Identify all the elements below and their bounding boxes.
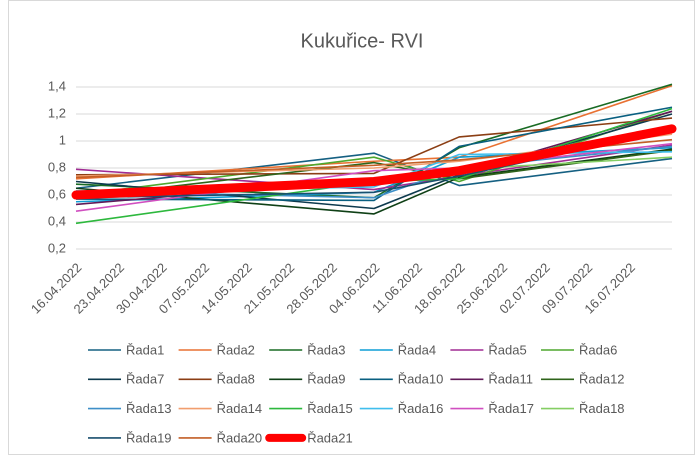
legend-label: Řada11 bbox=[488, 372, 533, 387]
y-tick-label: 0,8 bbox=[48, 159, 66, 174]
y-tick-label: 0,4 bbox=[48, 213, 66, 228]
legend-label: Řada5 bbox=[488, 342, 526, 357]
legend-label: Řada12 bbox=[579, 372, 625, 387]
legend-label: Řada8 bbox=[217, 372, 255, 387]
legend-label: Řada13 bbox=[126, 401, 172, 416]
legend-label: Řada6 bbox=[579, 342, 617, 357]
y-tick-label: 0,6 bbox=[48, 186, 66, 201]
series-line bbox=[71, 124, 677, 200]
legend-label: Řada19 bbox=[126, 430, 172, 445]
legend-label: Řada4 bbox=[398, 342, 436, 357]
legend-label: Řada10 bbox=[398, 372, 444, 387]
series-line bbox=[75, 84, 673, 180]
legend-label: Řada1 bbox=[126, 342, 164, 357]
legend-label: Řada14 bbox=[217, 401, 263, 416]
legend-label: Řada21 bbox=[307, 430, 353, 445]
y-tick-label: 1,4 bbox=[48, 78, 66, 93]
legend-label: Řada2 bbox=[217, 342, 255, 357]
chart-frame bbox=[8, 0, 695, 455]
y-tick-label: 1,2 bbox=[48, 105, 66, 120]
legend-label: Řada9 bbox=[307, 372, 345, 387]
legend-label: Řada18 bbox=[579, 401, 625, 416]
legend-label: Řada20 bbox=[217, 430, 263, 445]
legend-label: Řada7 bbox=[126, 372, 164, 387]
legend-label: Řada15 bbox=[307, 401, 353, 416]
y-tick-label: 1 bbox=[59, 132, 66, 147]
y-tick-label: 0,2 bbox=[48, 240, 66, 255]
chart-title: Kukuřice- RVI bbox=[300, 30, 423, 52]
legend-label: Řada16 bbox=[398, 401, 444, 416]
legend-label: Řada17 bbox=[488, 401, 534, 416]
legend-label: Řada3 bbox=[307, 342, 345, 357]
